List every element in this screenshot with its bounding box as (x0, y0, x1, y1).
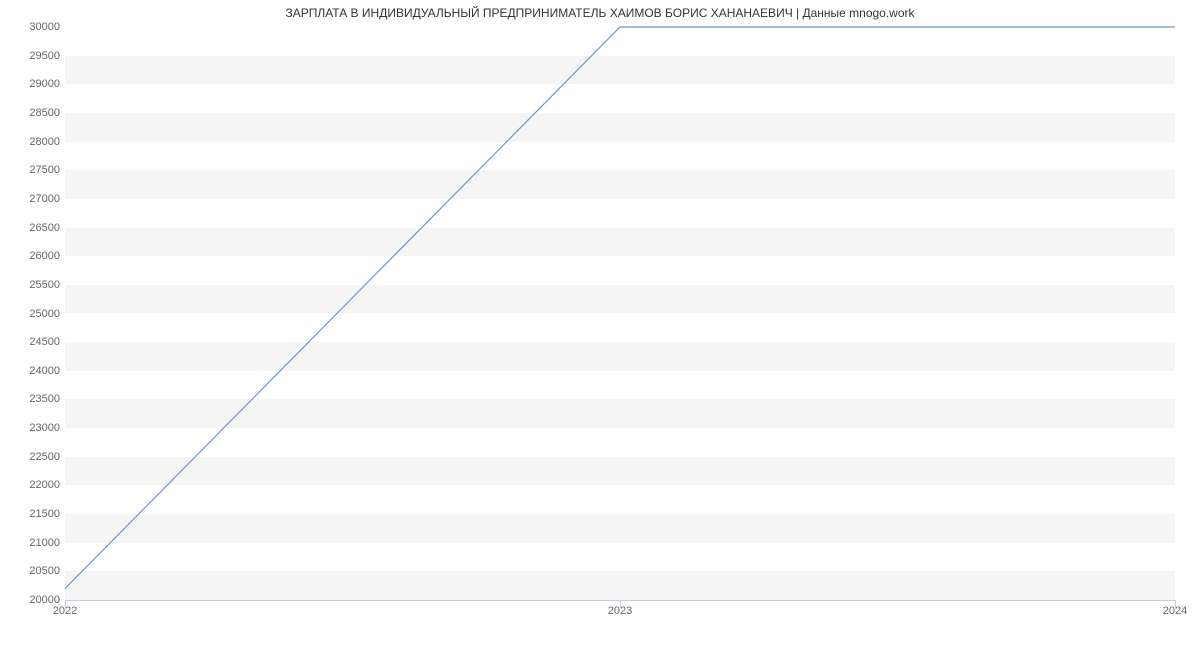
y-tick-label: 22000 (5, 479, 60, 491)
y-tick-label: 29000 (5, 78, 60, 90)
x-tick-label: 2024 (1163, 605, 1187, 617)
y-tick-label: 30000 (5, 21, 60, 33)
y-tick-label: 26000 (5, 250, 60, 262)
x-tick-label: 2022 (53, 605, 77, 617)
y-tick-label: 24500 (5, 336, 60, 348)
salary-line-chart: ЗАРПЛАТА В ИНДИВИДУАЛЬНЫЙ ПРЕДПРИНИМАТЕЛ… (0, 0, 1200, 650)
chart-title: ЗАРПЛАТА В ИНДИВИДУАЛЬНЫЙ ПРЕДПРИНИМАТЕЛ… (0, 6, 1200, 20)
y-tick-label: 22500 (5, 451, 60, 463)
y-tick-label: 20500 (5, 565, 60, 577)
y-tick-label: 24000 (5, 365, 60, 377)
y-tick-label: 21500 (5, 508, 60, 520)
x-tick-label: 2023 (608, 605, 632, 617)
y-tick-label: 26500 (5, 222, 60, 234)
y-tick-label: 23500 (5, 393, 60, 405)
y-tick-label: 23000 (5, 422, 60, 434)
y-tick-label: 28500 (5, 107, 60, 119)
plot-area (65, 27, 1175, 600)
y-tick-label: 28000 (5, 136, 60, 148)
y-tick-label: 27000 (5, 193, 60, 205)
y-tick-label: 25500 (5, 279, 60, 291)
y-tick-label: 29500 (5, 50, 60, 62)
series-line-salary (65, 27, 1175, 589)
chart-line-layer (65, 27, 1175, 600)
y-tick-label: 20000 (5, 594, 60, 606)
y-tick-label: 27500 (5, 164, 60, 176)
y-tick-label: 21000 (5, 537, 60, 549)
y-tick-label: 25000 (5, 308, 60, 320)
